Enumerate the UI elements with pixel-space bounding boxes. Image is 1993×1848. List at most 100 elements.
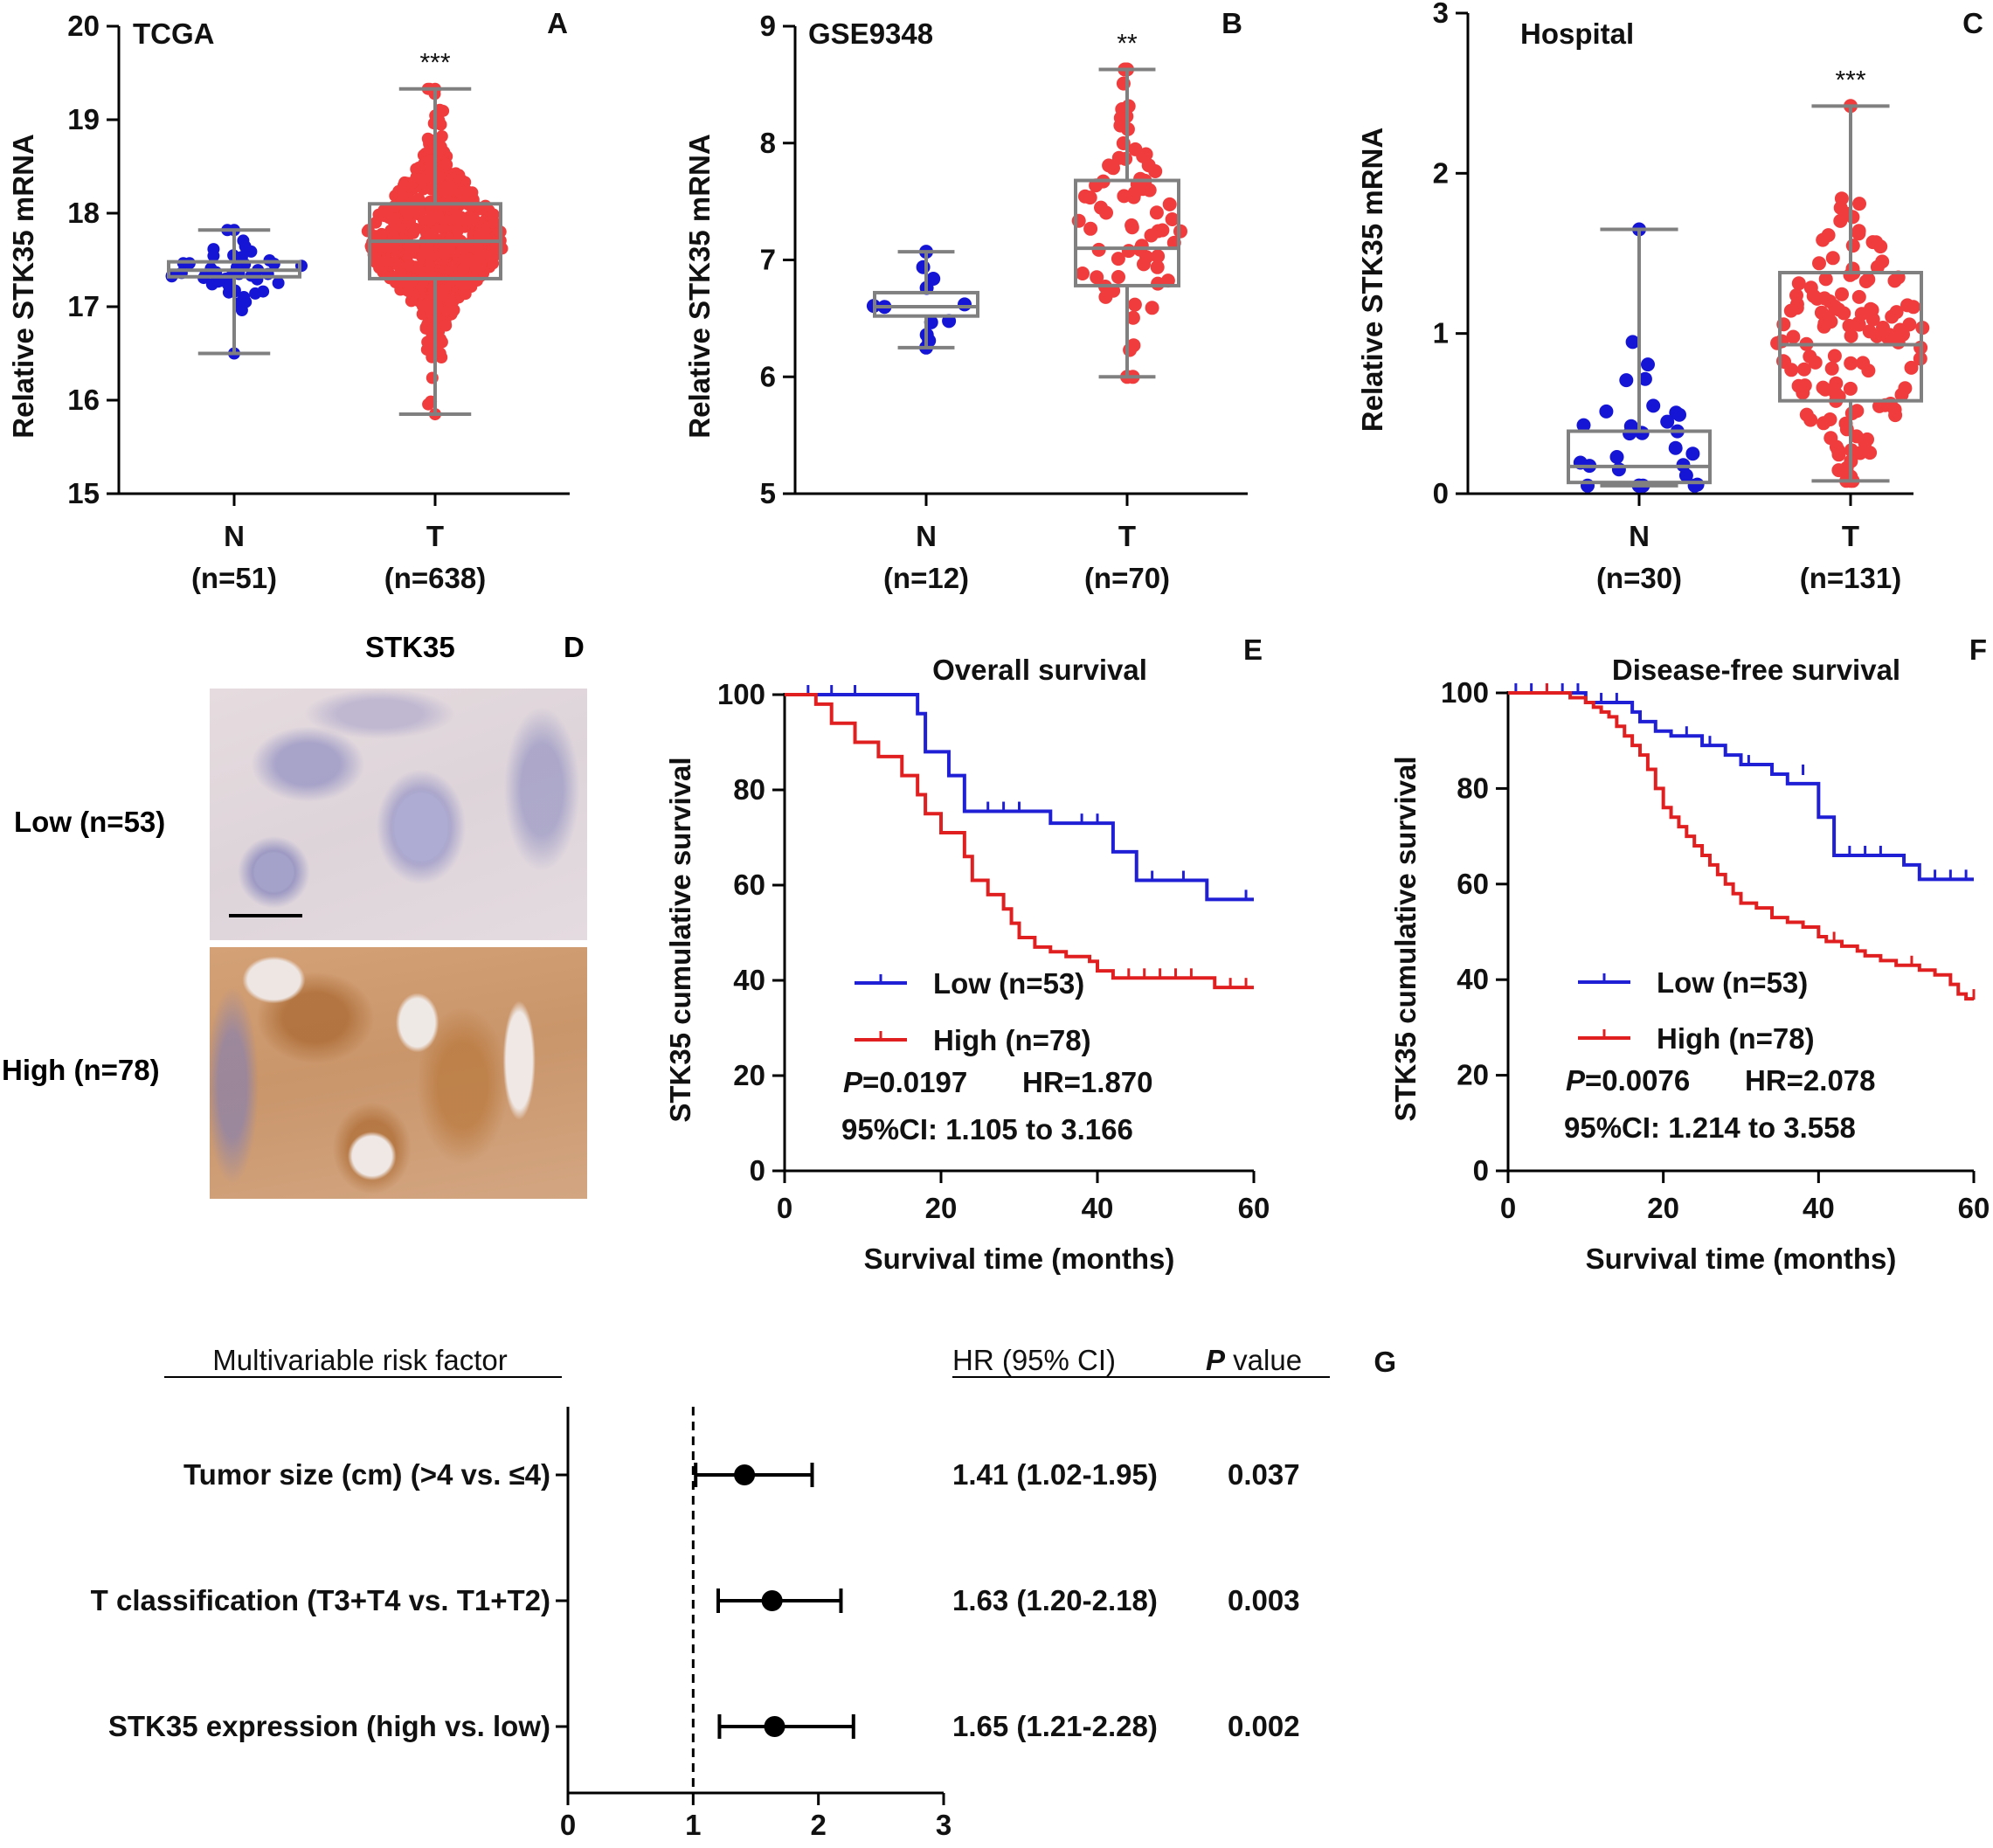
data-point [267,258,280,270]
p-header-rest: value [1225,1344,1302,1376]
data-point [1094,200,1108,215]
data-point [1125,310,1140,325]
km-curve-high [1508,691,1974,1001]
data-point [420,298,433,310]
hr-point [761,1590,783,1611]
data-point [1898,381,1913,396]
data-point [1808,355,1823,370]
p-value: =0.0076 [1585,1064,1690,1097]
x-tick-label: 20 [925,1192,958,1224]
data-point [1150,260,1165,274]
data-point [1831,463,1846,478]
data-point [433,347,446,360]
p-value: 0.002 [1228,1710,1300,1742]
data-point [379,255,392,268]
significance-stars: *** [419,49,450,78]
risk-factor-label: Tumor size (cm) (>4 vs. ≤4) [183,1458,550,1491]
data-point [418,246,431,259]
data-point [1906,300,1920,315]
data-point [958,297,972,312]
data-point [434,141,447,154]
x-axis-label: Survival time (months) [1586,1242,1897,1275]
panel-a-title: TCGA [133,17,215,50]
data-point [460,184,474,197]
km-curve-high [785,693,1254,990]
group-n-label: (n=30) [1596,562,1682,594]
data-point [1882,328,1897,343]
x-tick-label: N [224,520,245,552]
data-points-N [165,224,308,360]
data-point [439,319,453,332]
y-tick-label: 80 [1457,772,1489,804]
data-point [1121,244,1136,259]
data-point [1852,197,1866,211]
y-tick-label: 8 [760,127,776,159]
data-point [1660,414,1675,429]
data-point [1827,299,1842,314]
data-point [434,333,447,346]
data-point [1885,309,1900,324]
y-tick-label: 20 [67,10,100,42]
data-point [439,158,453,171]
data-point [249,287,262,300]
data-point [1127,185,1142,200]
data-point [1077,189,1092,204]
y-tick-label: 6 [760,360,776,392]
hr-ci-value: 1.63 (1.20-2.18) [952,1584,1158,1616]
panel-d-title: STK35 [365,631,455,663]
y-tick-label: 5 [760,477,776,509]
p-symbol: P [1206,1344,1226,1376]
data-point [235,251,248,264]
data-point [1893,322,1907,337]
legend-label-high: High (n=78) [1657,1022,1815,1055]
data-point [1646,398,1661,413]
x-tick-label: 20 [1647,1192,1679,1224]
y-axis-label: Relative STK35 mRNA [683,134,716,438]
data-point [1641,357,1655,372]
y-tick-label: 2 [1433,156,1449,189]
data-point [484,249,497,262]
data-point [487,208,500,221]
data-point [1796,362,1811,377]
data-point [1137,257,1151,272]
data-point [272,276,285,289]
data-point [211,275,225,288]
panel-a: TCGA A 15 16 17 18 19 20 Relative STK35 mRNA N (n=… [7,7,570,594]
panel-b-title: GSE9348 [808,17,933,50]
group-n-label: (n=51) [191,562,277,594]
y-axis-label: STK35 cumulative survival [664,757,696,1122]
data-point [389,256,402,269]
data-point [1117,189,1131,204]
data-point [1619,373,1634,388]
data-point [1102,158,1117,173]
y-tick-label: 0 [1473,1154,1489,1187]
forest-header-factor: Multivariable risk factor [212,1344,507,1376]
data-point [1111,252,1125,266]
p-value: 0.037 [1228,1458,1300,1491]
group-n-label: (n=12) [883,562,969,594]
data-point [1576,418,1591,433]
data-point [1151,249,1166,264]
data-point [1887,402,1902,417]
y-tick-label: 16 [67,384,100,416]
panel-c: Hospital C 0 1 2 3 Relative STK35 mRNA N (n=30) T… [1356,0,1983,594]
data-point [407,226,419,239]
data-point [1791,276,1806,291]
data-point [391,246,405,259]
data-point [1637,371,1652,386]
data-point [1609,450,1624,464]
data-point [1816,380,1830,395]
panel-a-letter: A [547,7,568,39]
data-point [238,291,251,303]
data-point [1823,431,1838,446]
km-curve-low [1508,691,1974,882]
x-tick-label: T [1118,520,1136,552]
data-point [1853,446,1867,460]
data-point [403,285,416,298]
y-tick-label: 60 [1457,868,1489,900]
hr-annotation: HR=2.078 [1745,1064,1876,1097]
data-point [1786,329,1801,344]
data-point [1134,239,1149,253]
data-point [420,227,433,240]
data-point [1823,412,1837,426]
